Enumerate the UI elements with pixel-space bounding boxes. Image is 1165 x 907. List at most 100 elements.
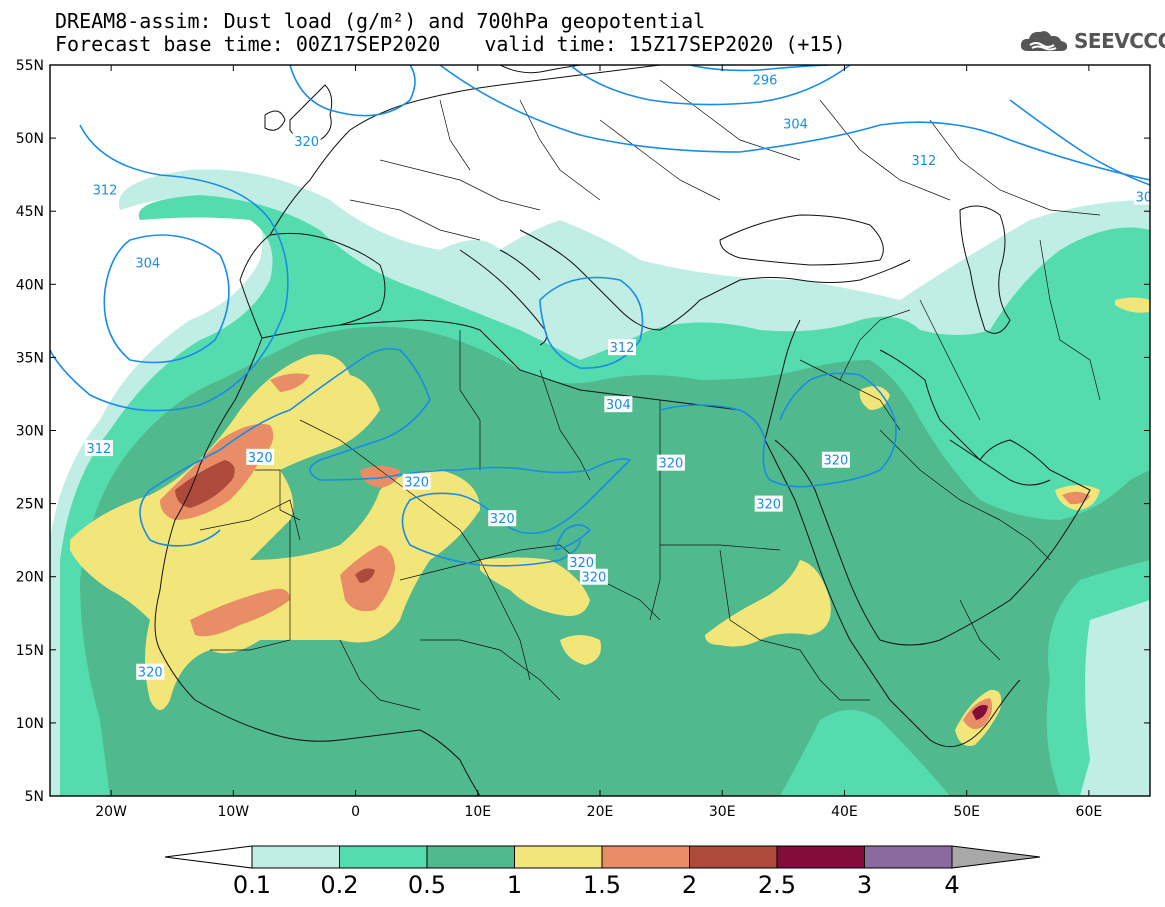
contour-label: 304 [606,398,631,413]
contour-320-west [149,529,221,547]
map-title: DREAM8-assim: Dust load (g/m²) and 700hP… [55,9,706,33]
contour-label-bg [133,254,162,271]
contour-320-sahara-loop [554,524,592,551]
lon-label: 0 [351,804,360,820]
red-sea-west [764,439,1021,748]
dust-yellow-west [70,354,480,710]
colorbar-label: 1 [507,871,522,899]
contour-label-bg [91,181,119,198]
dust-yellow-caspian [1115,297,1150,313]
longitude-axis: 20W 10W 0 10E 20E 30E 40E 50E 60E [95,65,1102,820]
contour-320-sahara [139,347,632,567]
lon-label: 10W [217,804,249,820]
contour-label-bg [604,396,633,413]
lon-label: 10E [464,804,491,820]
scandinavia [499,65,581,74]
contour-label: 320 [756,498,781,513]
colorbar-label: 0.2 [320,871,358,899]
lon-label: 30E [709,804,736,820]
colorbar-label: 3 [857,871,872,899]
contour-label: 312 [93,183,118,198]
colorbar-labels: 0.1 0.2 0.5 1 1.5 2 2.5 3 4 [233,871,960,899]
contour-312-iran [1009,99,1150,186]
dust-load-field [50,169,1150,796]
map-area: 2963043123032031230431231230432032032032… [50,65,1150,796]
arabia-coast [774,349,1091,646]
dust-yellow-central [480,557,590,616]
colorbar-label: 1.5 [583,871,621,899]
lat-label: 55N [16,58,44,74]
dust-orange-gulf [1062,491,1090,505]
contour-312-north [439,65,1150,181]
contour-label: 304 [783,117,808,132]
lat-label: 50N [16,131,44,147]
contour-label-bg [1133,188,1150,205]
dust-orange-sahara [190,588,290,637]
cloud-icon [1020,31,1068,51]
black-sea [719,214,884,266]
colorbar-label: 2 [682,871,697,899]
lat-label: 15N [16,643,44,659]
valid-time: valid time: 15Z17SEP2020 (+15) [484,32,846,56]
dust-yellow-chad [560,635,601,665]
contour-label-bg [608,339,636,356]
contour-labels: 2963043123032031230431231230432032032032… [84,71,1150,681]
north-africa-coast [261,319,766,441]
dust-core-somalia [972,704,988,720]
lat-label: 20N [16,570,44,586]
lat-label: 35N [16,350,44,366]
lon-label: 20W [95,804,127,820]
lon-label: 40E [831,804,858,820]
colorbar-swatch [426,845,515,869]
contour-label-bg [136,663,165,680]
colorbar [164,845,1041,869]
lat-label: 25N [16,497,44,513]
ireland [264,110,286,131]
contour-label-bg [488,510,517,527]
contour-label-bg [821,451,850,468]
colorbar-label: 0.1 [233,871,271,899]
contour-312-atlantic [50,124,289,412]
contour-304-atlantic [103,234,230,364]
contour-296 [689,65,831,72]
contour-label-bg [246,448,275,465]
contour-label: 320 [404,476,429,491]
levant-coast [764,319,801,441]
lat-label: 30N [16,424,44,440]
contour-label: 320 [490,512,515,527]
dust-darkred-west [175,460,235,508]
contour-label-bg [781,115,810,132]
caspian-sea [959,205,1011,334]
lon-label: 20E [587,804,614,820]
contour-label: 312 [86,442,111,457]
colorbar-swatch [689,845,778,869]
europe-coast [269,65,661,236]
logo-text: SEEVCCC [1074,29,1165,53]
contour-label: 320 [569,556,594,571]
contour-label-bg [567,554,596,571]
colorbar-label: 4 [944,871,959,899]
contour-label: 304 [135,256,160,271]
contour-320-north [289,65,416,117]
latitude-axis: 55N 50N 45N 40N 35N 30N 25N 20N 15N 10N 5N [16,58,1150,805]
lat-label: 5N [25,789,44,805]
dust-yellow-sudan [705,560,831,647]
lon-label: 60E [1076,804,1103,820]
contour-label-bg [656,454,685,471]
africa-coast [154,337,481,796]
colorbar-swatch [601,845,690,869]
contour-label: 320 [294,135,319,150]
dust-orange-algeria [360,466,400,488]
colorbar-swatch [251,845,340,869]
dust-band-0.5 [80,326,1150,796]
iberia-coast [239,232,386,339]
contour-label-bg [754,495,783,512]
contour-label: 320 [248,451,273,466]
lat-label: 10N [16,716,44,732]
contour-label: 320 [138,666,163,681]
lat-label: 45N [16,204,44,220]
colorbar-under-arrow [164,845,253,869]
lon-label: 50E [953,804,980,820]
colorbar-label: 2.5 [758,871,796,899]
